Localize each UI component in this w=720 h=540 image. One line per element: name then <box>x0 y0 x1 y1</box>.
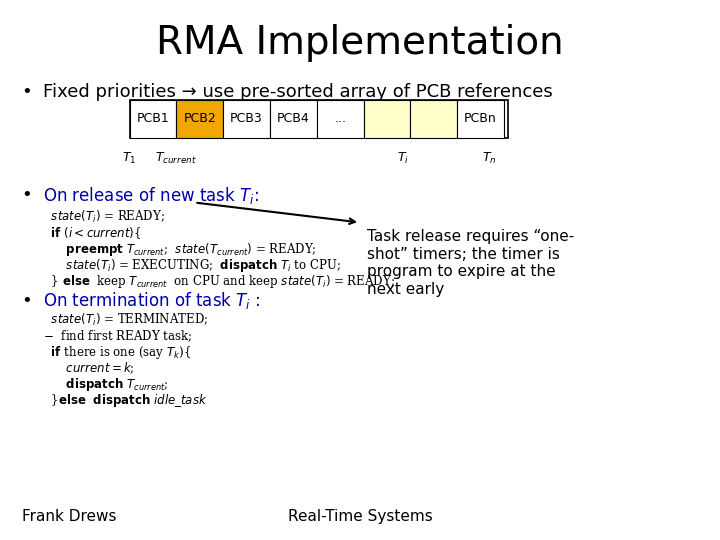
Text: Task release requires “one-
shot” timers; the timer is
program to expire at the
: Task release requires “one- shot” timers… <box>367 230 575 296</box>
Text: $\mathbf{preempt}$ $T_{current}$;  $state(T_{current})$ = READY;: $\mathbf{preempt}$ $T_{current}$; $state… <box>36 241 317 258</box>
Bar <box>130 100 176 138</box>
Text: $T_{current}$: $T_{current}$ <box>156 151 197 166</box>
Text: } $\mathbf{else}$  keep $T_{current}$  on CPU and keep $state(T_i)$ = READY;: } $\mathbf{else}$ keep $T_{current}$ on … <box>36 273 395 291</box>
Bar <box>410 100 457 138</box>
Text: $state(T_i)$ = TERMINATED;: $state(T_i)$ = TERMINATED; <box>36 312 208 328</box>
Text: $T_1$: $T_1$ <box>122 151 137 166</box>
Text: Fixed priorities → use pre-sorted array of PCB references: Fixed priorities → use pre-sorted array … <box>43 83 553 101</box>
Text: $state(T_i)$ = READY;: $state(T_i)$ = READY; <box>36 209 165 225</box>
Bar <box>176 100 223 138</box>
Text: PCB1: PCB1 <box>137 112 169 125</box>
Text: RMA Implementation: RMA Implementation <box>156 24 564 62</box>
Text: $\mathbf{dispatch}$ $T_{current}$;: $\mathbf{dispatch}$ $T_{current}$; <box>36 376 168 393</box>
Text: PCB3: PCB3 <box>230 112 263 125</box>
Text: $T_i$: $T_i$ <box>397 151 409 166</box>
Text: $-$  find first READY task;: $-$ find first READY task; <box>36 328 192 343</box>
Text: On termination of task $T_i$ :: On termination of task $T_i$ : <box>43 291 261 311</box>
Bar <box>364 100 410 138</box>
Text: $state(T_i)$ = EXECUTING;  $\mathbf{dispatch}$ $T_i$ to CPU;: $state(T_i)$ = EXECUTING; $\mathbf{dispa… <box>36 257 341 274</box>
Text: $\mathbf{if}$ $(i < current)${: $\mathbf{if}$ $(i < current)${ <box>36 225 141 241</box>
Bar <box>270 100 317 138</box>
Text: •: • <box>22 292 32 310</box>
Text: Real-Time Systems: Real-Time Systems <box>287 509 433 524</box>
Bar <box>130 100 508 138</box>
Text: $\mathbf{if}$ there is one (say $T_k$){: $\mathbf{if}$ there is one (say $T_k$){ <box>36 343 191 361</box>
Text: PCBn: PCBn <box>464 112 497 125</box>
Text: PCB2: PCB2 <box>184 112 216 125</box>
Text: Frank Drews: Frank Drews <box>22 509 116 524</box>
Text: ...: ... <box>334 112 346 125</box>
Text: •: • <box>22 83 32 101</box>
Text: $T_n$: $T_n$ <box>482 151 497 166</box>
Text: $current = k$;: $current = k$; <box>36 361 135 376</box>
Bar <box>223 100 270 138</box>
Text: On release of new task $T_i$:: On release of new task $T_i$: <box>43 185 259 206</box>
Text: }$\mathbf{else}$  $\mathbf{dispatch}$ $idle\_task$: }$\mathbf{else}$ $\mathbf{dispatch}$ $id… <box>36 392 207 409</box>
Text: •: • <box>22 186 32 205</box>
Text: PCB4: PCB4 <box>277 112 310 125</box>
Bar <box>457 100 504 138</box>
Bar <box>317 100 364 138</box>
